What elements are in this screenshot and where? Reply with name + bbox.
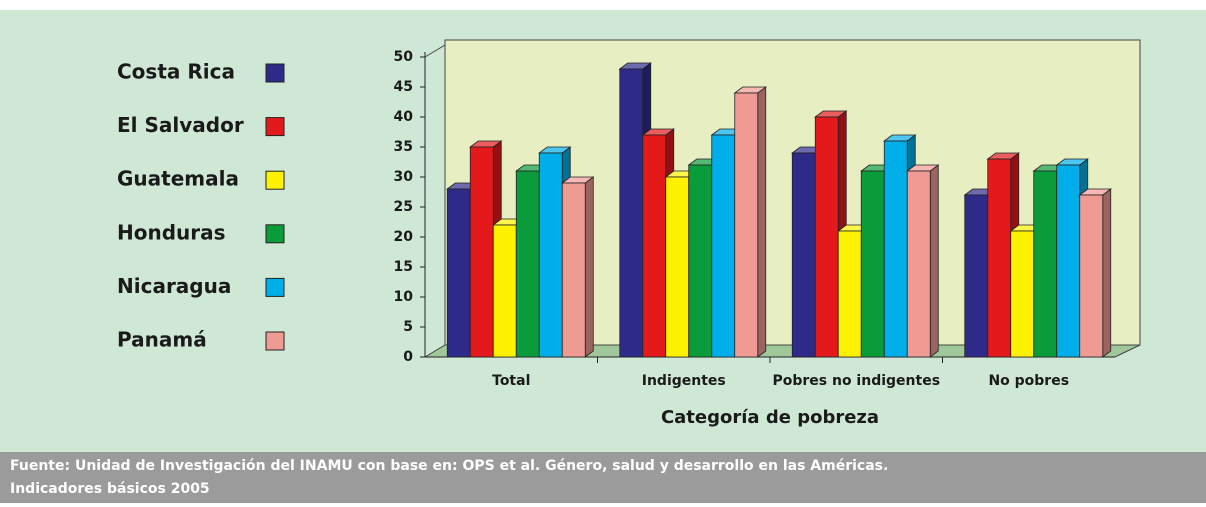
- bar-front: [987, 158, 1012, 358]
- source-band: [0, 452, 1206, 503]
- wall-edge: [424, 44, 446, 58]
- legend-label: El Salvador: [117, 113, 244, 137]
- bar-front: [492, 224, 517, 358]
- bar: [906, 164, 940, 358]
- legend-label: Guatemala: [117, 167, 239, 191]
- bar-front: [860, 170, 885, 358]
- y-tick-label: 40: [394, 109, 414, 125]
- x-tick-label: No pobres: [988, 373, 1069, 389]
- legend-swatch: [265, 331, 285, 351]
- bar-front: [561, 182, 586, 358]
- bar-front: [642, 134, 667, 358]
- source-line: Fuente: Unidad de Investigación del INAM…: [10, 458, 888, 474]
- legend-swatch: [265, 63, 285, 83]
- bar-front: [791, 152, 816, 358]
- bar-front: [446, 188, 471, 358]
- legend-label: Costa Rica: [117, 60, 235, 84]
- bar-front: [837, 230, 862, 358]
- bar-front: [1033, 170, 1058, 358]
- x-tick-label: Pobres no indigentes: [772, 373, 940, 389]
- legend-swatch: [265, 224, 285, 244]
- legend-swatch: [265, 117, 285, 137]
- bar-front: [814, 116, 839, 358]
- bar-front: [619, 68, 644, 358]
- bar-front: [538, 152, 563, 358]
- bar-front: [1010, 230, 1035, 358]
- bar-front: [515, 170, 540, 358]
- y-tick-label: 35: [394, 139, 413, 155]
- x-tick-label: Total: [492, 373, 530, 389]
- bar: [561, 176, 595, 358]
- bar-front: [711, 134, 736, 358]
- bar-front: [964, 194, 989, 358]
- bar-front: [883, 140, 908, 358]
- bar-front: [1056, 164, 1081, 358]
- bar: [1078, 188, 1112, 358]
- y-tick-label: 30: [394, 169, 414, 185]
- x-tick-label: Indigentes: [642, 373, 726, 389]
- y-tick-label: 50: [394, 49, 414, 65]
- bar-side: [584, 176, 594, 358]
- bar-front: [906, 170, 931, 358]
- y-tick-label: 10: [394, 289, 414, 305]
- y-tick-label: 45: [394, 79, 413, 95]
- y-tick-label: 5: [403, 319, 413, 335]
- bar-side: [757, 86, 767, 358]
- legend-label: Panamá: [117, 328, 207, 352]
- source-line: Indicadores básicos 2005: [10, 481, 210, 497]
- y-tick-label: 20: [394, 229, 414, 245]
- legend-swatch: [265, 170, 285, 190]
- legend-swatch: [265, 277, 285, 297]
- bar-side: [1102, 188, 1112, 358]
- y-tick-label: 25: [394, 199, 413, 215]
- legend-label: Honduras: [117, 220, 226, 244]
- bar-front: [665, 176, 690, 358]
- bar-front: [688, 164, 713, 358]
- bar-front: [734, 92, 759, 358]
- bar-side: [929, 164, 939, 358]
- legend-label: Nicaragua: [117, 274, 231, 298]
- bar-front: [1079, 194, 1104, 358]
- bar: [733, 86, 767, 358]
- y-tick-label: 0: [403, 349, 413, 365]
- x-axis-title: Categoría de pobreza: [661, 407, 879, 428]
- y-tick-label: 15: [394, 259, 413, 275]
- bar-front: [469, 146, 494, 358]
